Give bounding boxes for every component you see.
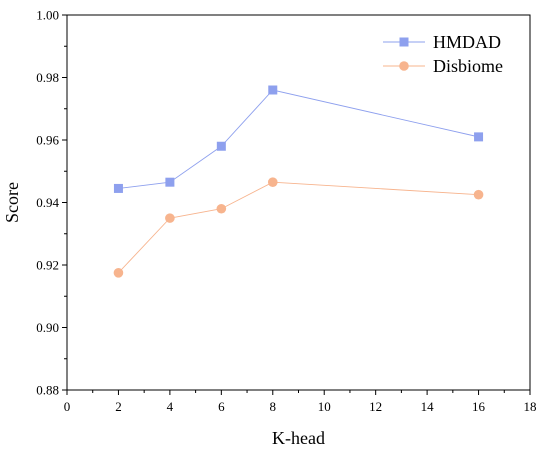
series-line-disbiome bbox=[118, 181, 479, 274]
legend: HMDAD Disbiome bbox=[383, 32, 503, 76]
x-tick-label-3: 6 bbox=[218, 399, 225, 414]
x-tick-label-2: 4 bbox=[167, 399, 174, 414]
data-point-disbiome-2 bbox=[216, 203, 227, 214]
x-tick-label-7: 14 bbox=[421, 399, 435, 414]
series-line-hmdad bbox=[118, 89, 479, 189]
data-point-hmdad-1 bbox=[165, 177, 175, 187]
y-tick-label-0: 0.88 bbox=[36, 383, 59, 398]
x-tick-label-8: 16 bbox=[472, 399, 486, 414]
series-group bbox=[113, 85, 484, 278]
legend-label-hmdad: HMDAD bbox=[433, 32, 501, 52]
y-tick-label-1: 0.90 bbox=[36, 320, 59, 335]
data-point-disbiome-3 bbox=[267, 177, 278, 187]
data-point-hmdad-4 bbox=[474, 132, 484, 142]
data-point-hmdad-3 bbox=[268, 85, 278, 95]
x-tick-label-1: 2 bbox=[115, 399, 122, 414]
x-tick-label-0: 0 bbox=[64, 399, 71, 414]
data-point-hmdad-2 bbox=[216, 141, 226, 151]
legend-marker-disbiome bbox=[399, 61, 409, 71]
data-point-disbiome-1 bbox=[165, 213, 175, 223]
y-tick-label-3: 0.94 bbox=[36, 195, 59, 210]
axes: 0 2 4 6 8 10 12 14 16 18 0.88 0.90 0.92 0.94 0.96 0.98 1… bbox=[36, 8, 536, 415]
x-tick-label-5: 10 bbox=[318, 399, 331, 414]
y-tick-label-4: 0.96 bbox=[36, 133, 59, 148]
x-tick-label-9: 18 bbox=[524, 399, 537, 414]
y-tick-label-6: 1.00 bbox=[36, 8, 59, 23]
x-axis-title: K-head bbox=[272, 428, 325, 448]
data-point-hmdad-0 bbox=[113, 183, 123, 193]
y-tick-label-5: 0.98 bbox=[36, 70, 59, 85]
legend-marker-hmdad bbox=[399, 37, 409, 47]
data-point-disbiome-4 bbox=[473, 189, 484, 200]
y-axis-title: Score bbox=[2, 182, 22, 223]
legend-label-disbiome: Disbiome bbox=[433, 56, 503, 76]
data-point-disbiome-0 bbox=[113, 268, 124, 278]
x-tick-label-4: 8 bbox=[270, 399, 277, 414]
x-tick-label-6: 12 bbox=[369, 399, 382, 414]
y-tick-label-2: 0.92 bbox=[36, 258, 59, 273]
